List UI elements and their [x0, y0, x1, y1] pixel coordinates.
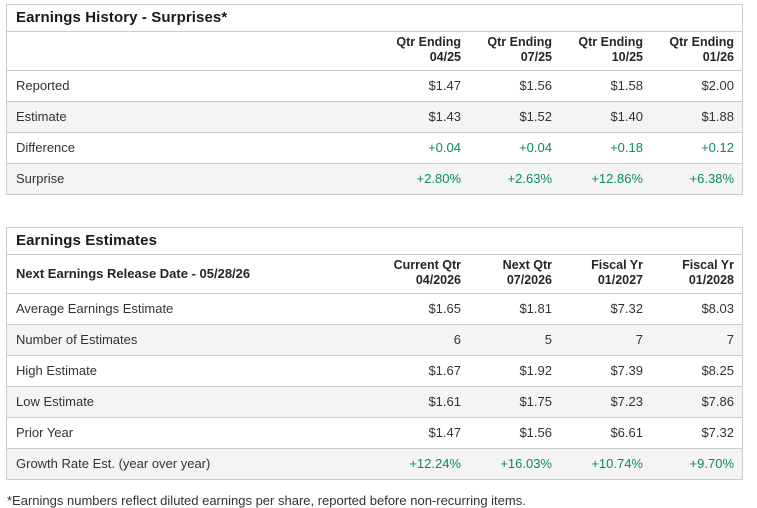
cell-value: +2.63%: [507, 171, 552, 186]
header-label: Next Earnings Release Date - 05/28/26: [7, 255, 378, 294]
header-label: [7, 32, 378, 71]
table-row: Average Earnings Estimate $1.65 $1.81 $7.32…: [7, 294, 742, 325]
panels-container: Earnings History - Surprises* Qtr Ending…: [6, 4, 757, 480]
cell-value: 6: [453, 332, 461, 347]
cell-value: $1.88: [701, 109, 734, 124]
cell-value: +0.12: [701, 140, 734, 155]
cell-value: $8.25: [701, 363, 734, 378]
cell-value: $1.65: [428, 301, 461, 316]
cell-value: $7.86: [701, 394, 734, 409]
cell-value: +12.24%: [409, 456, 461, 471]
cell-value: +10.74%: [591, 456, 643, 471]
cell-value: 7: [726, 332, 734, 347]
row-label: Surprise: [16, 171, 65, 186]
cell-value: +2.80%: [416, 171, 461, 186]
row-label: Estimate: [16, 109, 67, 124]
cell-value: $1.56: [519, 425, 552, 440]
table-row: High Estimate $1.67 $1.92 $7.39 $8.25: [7, 355, 742, 387]
cell-value: $1.52: [519, 109, 552, 124]
row-label: Number of Estimates: [16, 332, 138, 347]
table-row: Number of Estimates 6 5 7 7: [7, 324, 742, 356]
cell-value: $7.32: [701, 425, 734, 440]
cell-value: +0.04: [519, 140, 552, 155]
earnings-panel: Earnings History - Surprises* Qtr Ending…: [6, 4, 743, 195]
column-header: Next Qtr 07/2026: [469, 255, 560, 294]
column-header: Fiscal Yr 01/2027: [560, 255, 651, 294]
cell-value: $1.75: [519, 394, 552, 409]
column-header: Qtr Ending 01/26: [651, 32, 742, 71]
table-row: Difference +0.04 +0.04 +0.18 +0.12: [7, 132, 742, 164]
column-header: Qtr Ending 07/25: [469, 32, 560, 71]
cell-value: $6.61: [610, 425, 643, 440]
earnings-panel: Earnings Estimates Next Earnings Release…: [6, 227, 743, 480]
cell-value: $1.56: [519, 78, 552, 93]
cell-value: $1.40: [610, 109, 643, 124]
cell-value: +12.86%: [591, 171, 643, 186]
row-label: Reported: [16, 78, 70, 93]
cell-value: +16.03%: [500, 456, 552, 471]
row-label: Growth Rate Est. (year over year): [16, 456, 211, 471]
cell-value: $1.43: [428, 109, 461, 124]
cell-value: +0.04: [428, 140, 461, 155]
table-row: Reported $1.47 $1.56 $1.58 $2.00: [7, 71, 742, 102]
earnings-table: Qtr Ending 04/25 Qtr Ending 07/25 Qtr Endi…: [7, 32, 742, 194]
cell-value: $1.81: [519, 301, 552, 316]
cell-value: $7.23: [610, 394, 643, 409]
cell-value: +0.18: [610, 140, 643, 155]
cell-value: $1.58: [610, 78, 643, 93]
table-row: Surprise +2.80% +2.63% +12.86% +6.38%: [7, 163, 742, 194]
cell-value: 5: [544, 332, 552, 347]
column-header: Current Qtr 04/2026: [378, 255, 469, 294]
column-header: Fiscal Yr 01/2028: [651, 255, 742, 294]
cell-value: +9.70%: [689, 456, 734, 471]
table-row: Growth Rate Est. (year over year) +12.24%…: [7, 448, 742, 479]
table-row: Prior Year $1.47 $1.56 $6.61 $7.32: [7, 417, 742, 449]
row-label: High Estimate: [16, 363, 97, 378]
cell-value: $1.67: [428, 363, 461, 378]
cell-value: $2.00: [701, 78, 734, 93]
footnote: *Earnings numbers reflect diluted earnin…: [7, 493, 526, 508]
column-header: Qtr Ending 04/25: [378, 32, 469, 71]
header-row: Next Earnings Release Date - 05/28/26 Cu…: [7, 255, 742, 294]
panel-title: Earnings Estimates: [7, 228, 742, 255]
row-label: Average Earnings Estimate: [16, 301, 174, 316]
row-label: Low Estimate: [16, 394, 95, 409]
column-header: Qtr Ending 10/25: [560, 32, 651, 71]
header-row: Qtr Ending 04/25 Qtr Ending 07/25 Qtr Endi…: [7, 32, 742, 71]
cell-value: $1.61: [428, 394, 461, 409]
table-row: Low Estimate $1.61 $1.75 $7.23 $7.86: [7, 386, 742, 418]
cell-value: $7.32: [610, 301, 643, 316]
cell-value: $1.92: [519, 363, 552, 378]
cell-value: $1.47: [428, 78, 461, 93]
row-label: Prior Year: [16, 425, 74, 440]
cell-value: +6.38%: [689, 171, 734, 186]
cell-value: $1.47: [428, 425, 461, 440]
cell-value: $8.03: [701, 301, 734, 316]
panel-title: Earnings History - Surprises*: [7, 5, 742, 32]
row-label: Difference: [16, 140, 76, 155]
cell-value: 7: [635, 332, 643, 347]
table-row: Estimate $1.43 $1.52 $1.40 $1.88: [7, 101, 742, 133]
cell-value: $7.39: [610, 363, 643, 378]
earnings-table: Next Earnings Release Date - 05/28/26 Cu…: [7, 255, 742, 479]
